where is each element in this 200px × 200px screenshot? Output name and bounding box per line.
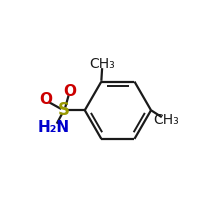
Text: CH₃: CH₃: [89, 57, 115, 71]
Text: O: O: [63, 84, 76, 99]
Text: H₂N: H₂N: [38, 120, 70, 135]
Text: O: O: [39, 92, 52, 107]
Text: CH₃: CH₃: [154, 113, 179, 127]
Text: S: S: [58, 101, 70, 119]
